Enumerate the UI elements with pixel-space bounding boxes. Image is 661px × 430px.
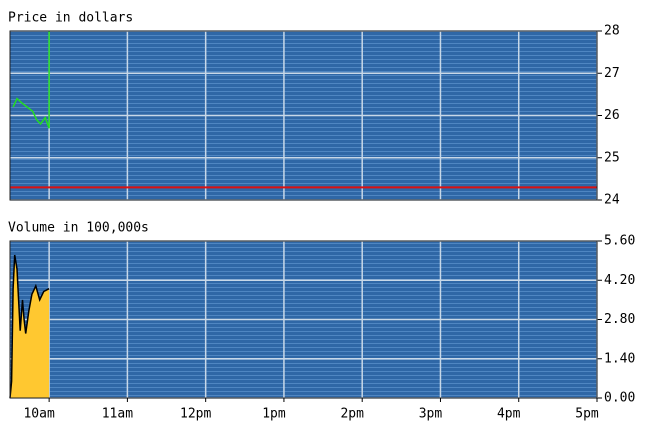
- y-tick-label: 5.60: [604, 234, 635, 249]
- y-tick-label: 27: [604, 66, 620, 81]
- y-tick-label: 0.00: [604, 391, 635, 406]
- y-tick-label: 25: [604, 150, 620, 165]
- x-tick-label: 12pm: [180, 407, 211, 422]
- x-tick-label: 5pm: [575, 407, 599, 422]
- panel-title: Price in dollars: [8, 11, 133, 26]
- price-line: [12, 31, 50, 129]
- x-tick-label: 3pm: [419, 407, 443, 422]
- y-tick-label: 4.20: [604, 273, 635, 288]
- volume-outline: [9, 254, 50, 399]
- x-tick-label: 4pm: [497, 407, 521, 422]
- y-tick-label: 28: [604, 24, 620, 39]
- x-tick-label: 2pm: [340, 407, 364, 422]
- x-tick-label: 1pm: [262, 407, 286, 422]
- volume-area: [10, 255, 50, 398]
- panel-title: Volume in 100,000s: [8, 221, 149, 236]
- plot-frame: [9, 30, 598, 201]
- y-tick-label: 2.80: [604, 312, 635, 327]
- x-tick-label: 10am: [23, 407, 54, 422]
- plot-frame: [9, 240, 598, 399]
- y-tick-label: 26: [604, 108, 620, 123]
- y-tick-label: 1.40: [604, 351, 635, 366]
- x-tick-label: 11am: [102, 407, 133, 422]
- y-tick-label: 24: [604, 193, 620, 208]
